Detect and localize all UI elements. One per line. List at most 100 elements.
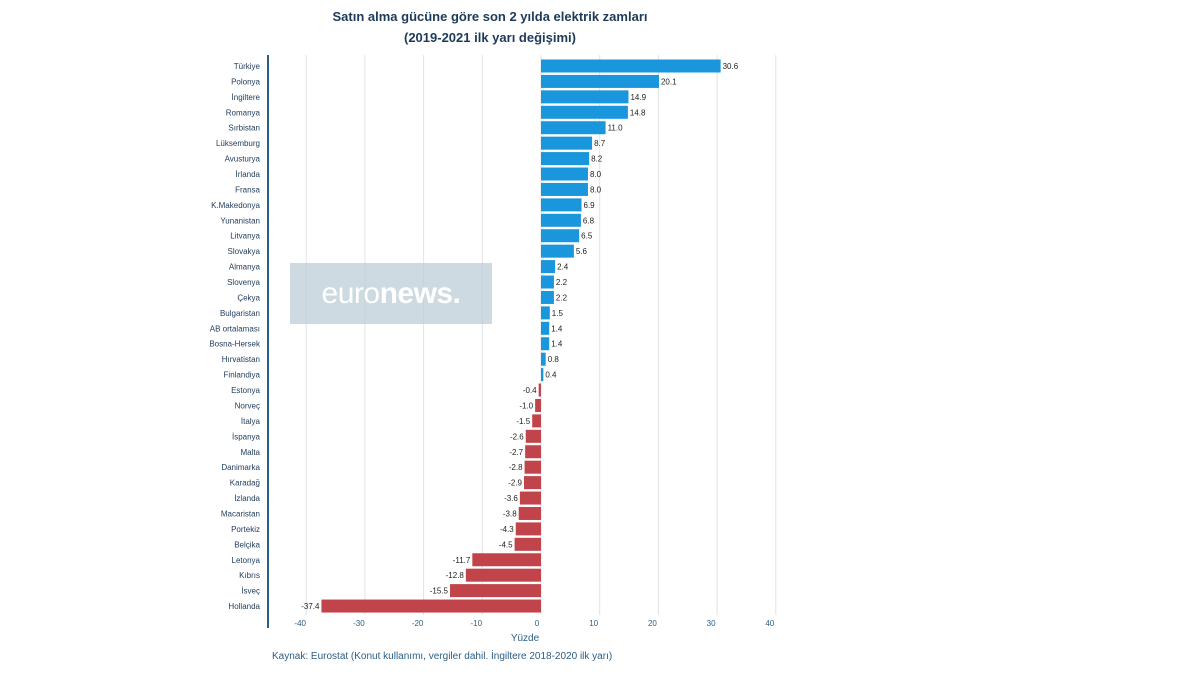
category-label: Karadağ	[230, 479, 260, 488]
category-label: Türkiye	[234, 62, 261, 71]
bar-9	[541, 198, 582, 212]
data-label: -37.4	[301, 602, 320, 611]
category-label: Hollanda	[228, 602, 260, 611]
data-label: -2.8	[509, 463, 523, 472]
bar-7	[541, 167, 588, 181]
chart-title: Satın alma gücüne göre son 2 yılda elekt…	[332, 9, 648, 24]
category-label: Litvanya	[230, 232, 260, 241]
category-label: Finlandiya	[224, 371, 261, 380]
category-label: Romanya	[226, 108, 261, 117]
data-label: 6.9	[584, 201, 596, 210]
category-label: İsveç	[241, 587, 260, 596]
category-label: İspanya	[232, 432, 261, 441]
bar-1	[541, 74, 659, 88]
x-tick-label: 10	[589, 619, 598, 628]
bar-26	[524, 460, 541, 474]
category-label: İzlanda	[234, 494, 260, 503]
data-label: -2.7	[509, 448, 523, 457]
x-axis-label: Yüzde	[510, 633, 540, 644]
bar-17	[541, 321, 550, 335]
bar-23	[532, 414, 541, 428]
data-label: 0.4	[545, 371, 557, 380]
bar-24	[525, 429, 541, 443]
bar-25	[525, 445, 541, 459]
category-label: Danimarka	[221, 463, 260, 472]
category-label: Çekya	[237, 293, 260, 302]
bar-29	[518, 506, 541, 520]
bar-22	[535, 398, 541, 412]
data-label: -11.7	[453, 556, 471, 565]
data-label: 0.8	[548, 355, 560, 364]
category-label: Avusturya	[225, 155, 261, 164]
data-label: 6.8	[583, 216, 595, 225]
bar-27	[523, 476, 541, 490]
data-label: -2.9	[508, 479, 522, 488]
category-label: İrlanda	[236, 170, 261, 179]
data-label: 30.6	[723, 62, 739, 71]
x-tick-label: 0	[535, 619, 540, 628]
data-label: 5.6	[576, 247, 588, 256]
category-label: Slovenya	[227, 278, 260, 287]
bar-8	[541, 182, 588, 196]
category-label: AB ortalaması	[210, 324, 260, 333]
bar-14	[541, 275, 554, 289]
bar-30	[515, 522, 541, 536]
data-label: -3.8	[503, 509, 517, 518]
category-label: Macaristan	[221, 509, 260, 518]
data-label: 20.1	[661, 77, 677, 86]
bar-11	[541, 229, 580, 243]
category-label: Norveç	[235, 401, 260, 410]
bar-16	[541, 306, 550, 320]
x-tick-label: -30	[353, 619, 365, 628]
data-label: 2.2	[556, 293, 568, 302]
data-label: -4.3	[500, 525, 514, 534]
data-label: 14.8	[630, 108, 646, 117]
bar-12	[541, 244, 574, 258]
category-label: Bulgaristan	[220, 309, 260, 318]
data-label: 1.4	[551, 340, 563, 349]
data-label: -4.5	[499, 540, 513, 549]
euronews-watermark: euro news.	[290, 263, 492, 324]
data-label: 14.9	[630, 93, 646, 102]
x-tick-label: 40	[765, 619, 774, 628]
category-label: Estonya	[231, 386, 260, 395]
category-label: K.Makedonya	[211, 201, 260, 210]
category-label: Lüksemburg	[216, 139, 260, 148]
chart-subtitle: (2019-2021 ilk yarı değişimi)	[404, 30, 576, 45]
data-label: 8.0	[590, 185, 602, 194]
category-label: Belçika	[234, 540, 260, 549]
data-label: -12.8	[446, 571, 465, 580]
x-tick-label: 20	[648, 619, 657, 628]
x-tick-label: -40	[294, 619, 306, 628]
data-label: 2.2	[556, 278, 568, 287]
category-label: Portekiz	[231, 525, 260, 534]
category-label: Polonya	[231, 77, 260, 86]
data-label: 8.7	[594, 139, 606, 148]
category-label: Fransa	[235, 185, 260, 194]
category-label: Sırbistan	[228, 124, 260, 133]
x-tick-label: -20	[412, 619, 424, 628]
data-label: -15.5	[430, 587, 449, 596]
bar-18	[541, 337, 550, 351]
data-label: -0.4	[523, 386, 537, 395]
data-label: -1.5	[516, 417, 530, 426]
bar-2	[541, 90, 629, 104]
data-label: 8.2	[591, 155, 603, 164]
data-label: 8.0	[590, 170, 602, 179]
data-label: 11.0	[608, 124, 624, 133]
data-label: 1.4	[551, 324, 563, 333]
bar-21	[538, 383, 541, 397]
bar-33	[465, 568, 541, 582]
bar-3	[541, 105, 628, 119]
source-note: Kaynak: Eurostat (Konut kullanımı, vergi…	[272, 651, 613, 662]
data-label: 6.5	[581, 232, 593, 241]
data-label: -3.6	[504, 494, 518, 503]
bar-34	[450, 584, 541, 598]
category-label: Slovakya	[228, 247, 261, 256]
bar-31	[514, 537, 541, 551]
category-label: İngiltere	[232, 93, 261, 102]
x-tick-label: -10	[471, 619, 483, 628]
data-label: 2.4	[557, 263, 569, 272]
data-label: -1.0	[519, 401, 533, 410]
